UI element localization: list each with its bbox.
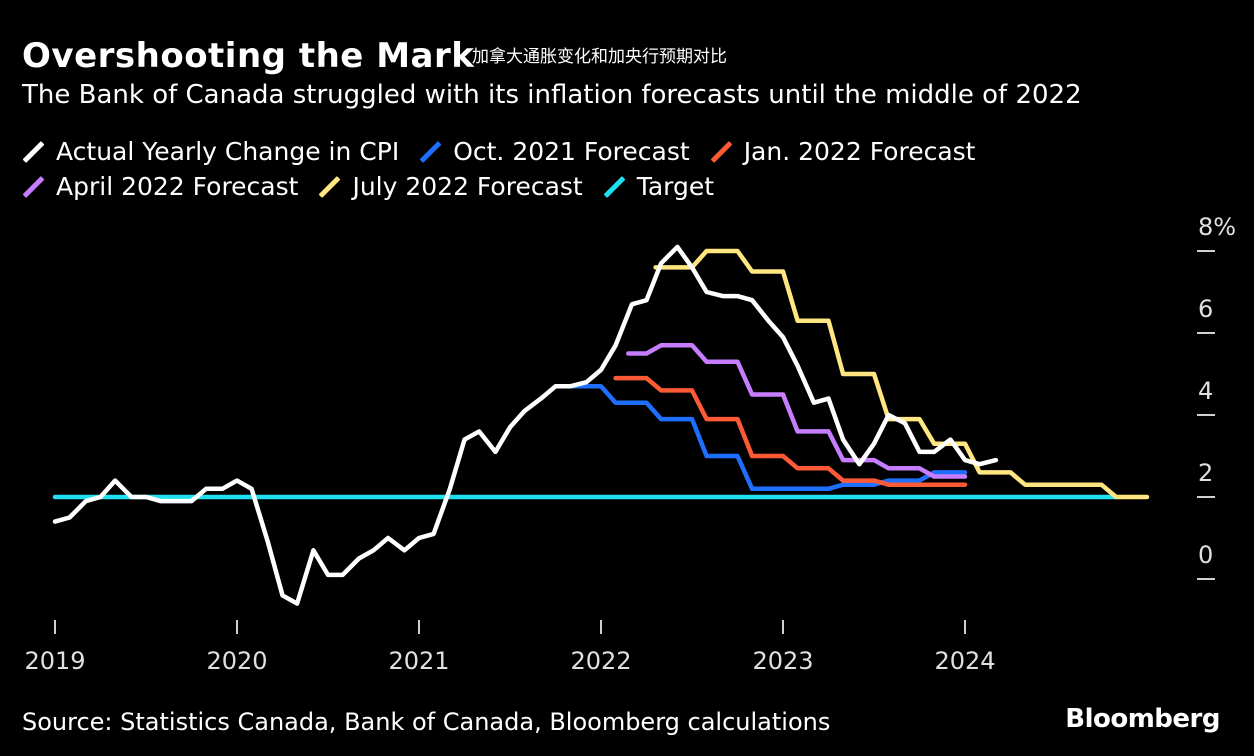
y-tick-label: 0 — [1198, 541, 1213, 569]
legend-item-actual-cpi: Actual Yearly Change in CPI — [22, 137, 399, 166]
series-line-july-2022-forecast — [653, 248, 1150, 500]
source-note: Source: Statistics Canada, Bank of Canad… — [22, 708, 831, 736]
legend-row: Actual Yearly Change in CPI Oct. 2021 Fo… — [22, 134, 1122, 169]
x-tick-label: 2020 — [206, 647, 267, 675]
x-tick-label: 2023 — [752, 647, 813, 675]
legend-label: Oct. 2021 Forecast — [453, 137, 690, 166]
legend-label: April 2022 Forecast — [56, 172, 299, 201]
legend-item-jan-2022-forecast: Jan. 2022 Forecast — [710, 137, 976, 166]
legend: Actual Yearly Change in CPI Oct. 2021 Fo… — [22, 134, 1122, 204]
x-tick-label: 2019 — [24, 647, 85, 675]
bloomberg-logo: Bloomberg — [1065, 704, 1220, 734]
y-tick-label: 8% — [1198, 213, 1236, 241]
chart-title: Overshooting the Mark — [22, 36, 475, 76]
legend-label: Target — [636, 172, 715, 201]
y-tick-label: 6 — [1198, 295, 1213, 323]
y-tick-label: 2 — [1198, 459, 1213, 487]
legend-label: July 2022 Forecast — [352, 172, 583, 201]
legend-row: April 2022 Forecast July 2022 Forecast T… — [22, 169, 1122, 204]
legend-label: Actual Yearly Change in CPI — [56, 137, 400, 166]
x-tick-label: 2022 — [570, 647, 631, 675]
legend-item-oct-2021-forecast: Oct. 2021 Forecast — [419, 137, 689, 166]
chart-title-note: 加拿大通胀变化和加央行预期对比 — [472, 47, 727, 67]
x-tick-label: 2021 — [388, 647, 449, 675]
series-line-jan-2022-forecast — [613, 375, 968, 487]
chart-subtitle: The Bank of Canada struggled with its in… — [22, 80, 1082, 110]
series-line-april-2022-forecast — [626, 343, 968, 479]
x-tick-label: 2024 — [934, 647, 995, 675]
legend-item-april-2022-forecast: April 2022 Forecast — [22, 172, 298, 201]
y-tick-label: 4 — [1198, 377, 1213, 405]
legend-item-july-2022-forecast: July 2022 Forecast — [318, 172, 582, 201]
series-line-oct-2021-forecast — [567, 384, 968, 492]
legend-label: Jan. 2022 Forecast — [743, 137, 976, 166]
legend-item-target: Target — [603, 172, 714, 201]
series-line-actual-yearly-change-in-cpi — [52, 244, 999, 606]
